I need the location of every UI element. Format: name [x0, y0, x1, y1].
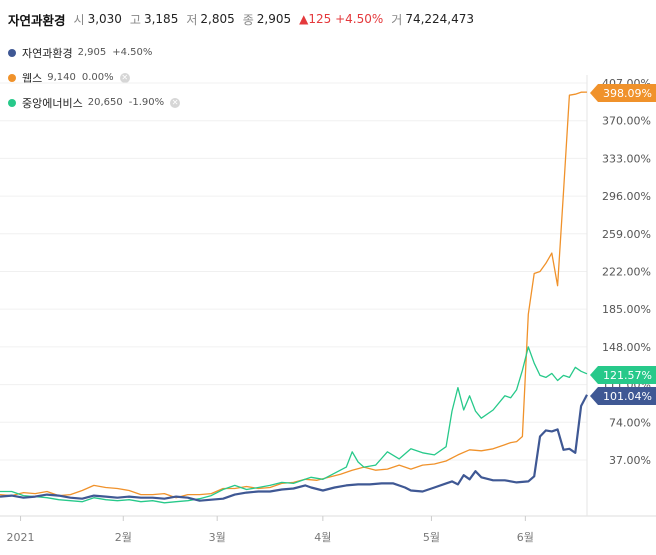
legend-value: 20,650 [87, 97, 123, 108]
series-line-1 [0, 394, 588, 502]
volume-label: 거 [391, 12, 403, 27]
x-tick-label: 2월 [115, 531, 132, 544]
end-value-tag-3: 121.57% [590, 366, 656, 384]
close-value: 2,905 [256, 12, 292, 26]
change-value: ▲125 +4.50% [299, 12, 384, 26]
y-tick-label: 74.00% [609, 416, 651, 429]
high-label: 고 [129, 12, 141, 27]
value-tag-label: 101.04% [603, 390, 652, 403]
legend-name: 중앙에너비스 [22, 96, 83, 110]
value-tag-shape [590, 84, 656, 102]
legend-item-series-3[interactable]: 중앙에너비스 20,650 -1.90% ✕ [8, 90, 181, 115]
value-tag-label: 121.57% [603, 369, 652, 382]
legend-change: -1.90% [128, 97, 165, 108]
legend-value: 9,140 [47, 72, 76, 83]
value-tag-label: 398.09% [603, 87, 652, 100]
stock-name: 자연과환경 [8, 12, 66, 28]
low-value: 2,805 [200, 12, 235, 26]
stock-header: 자연과환경 시 3,030 고 3,185 저 2,805 종 2,905 ▲1… [8, 8, 482, 30]
grid-lines [0, 75, 656, 517]
series-color-dot [8, 48, 16, 57]
x-tick-label: 2021 [7, 531, 35, 544]
close-label: 종 [242, 12, 254, 27]
series-line-2 [0, 91, 588, 499]
series-color-dot [8, 73, 16, 82]
open-value: 3,030 [87, 12, 122, 26]
y-tick-label: 148.00% [602, 341, 651, 354]
y-axis: 407.00%370.00%333.00%296.00%259.00%222.0… [602, 77, 651, 467]
y-tick-label: 185.00% [602, 303, 651, 316]
remove-series-icon[interactable]: ✕ [170, 97, 181, 108]
end-value-tags: 101.04% 398.09% 121.57% [590, 84, 656, 405]
y-tick-label: 259.00% [602, 228, 651, 241]
remove-series-icon[interactable]: ✕ [119, 72, 130, 83]
value-tag-shape [590, 366, 656, 384]
series-lines [0, 91, 588, 504]
series-line-3 [0, 346, 588, 504]
low-label: 저 [186, 12, 198, 27]
y-tick-label: 37.00% [609, 454, 651, 467]
legend-change: 0.00% [81, 72, 114, 83]
end-value-tag-2: 398.09% [590, 84, 656, 102]
x-tick-label: 4월 [314, 531, 331, 544]
value-tag-shape [590, 387, 656, 405]
legend-item-series-1[interactable]: 자연과환경 2,905 +4.50% [8, 40, 180, 65]
legend-name: 웹스 [22, 71, 43, 85]
legend-change: +4.50% [112, 47, 153, 58]
legend-item-series-2[interactable]: 웹스 9,140 0.00% ✕ [8, 65, 180, 90]
high-value: 3,185 [143, 12, 179, 26]
y-tick-label: 333.00% [602, 152, 651, 165]
x-tick-label: 3월 [209, 531, 226, 544]
y-tick-label: 296.00% [602, 190, 651, 203]
legend-value: 2,905 [77, 47, 107, 58]
legend-name: 자연과환경 [22, 46, 73, 60]
y-tick-label: 222.00% [602, 265, 651, 278]
chart-legend: 자연과환경 2,905 +4.50% 웹스 9,140 0.00% ✕ 중앙에너… [8, 40, 181, 115]
x-axis: 2021 2월 3월 4월 5월 6월 [7, 516, 534, 544]
volume-value: 74,224,473 [405, 12, 475, 26]
end-value-tag-1: 101.04% [590, 387, 656, 405]
x-tick-label: 5월 [423, 531, 440, 544]
y-tick-label: 370.00% [602, 115, 651, 128]
x-tick-label: 6월 [517, 531, 534, 544]
open-label: 시 [73, 12, 85, 27]
series-color-dot [8, 98, 16, 107]
